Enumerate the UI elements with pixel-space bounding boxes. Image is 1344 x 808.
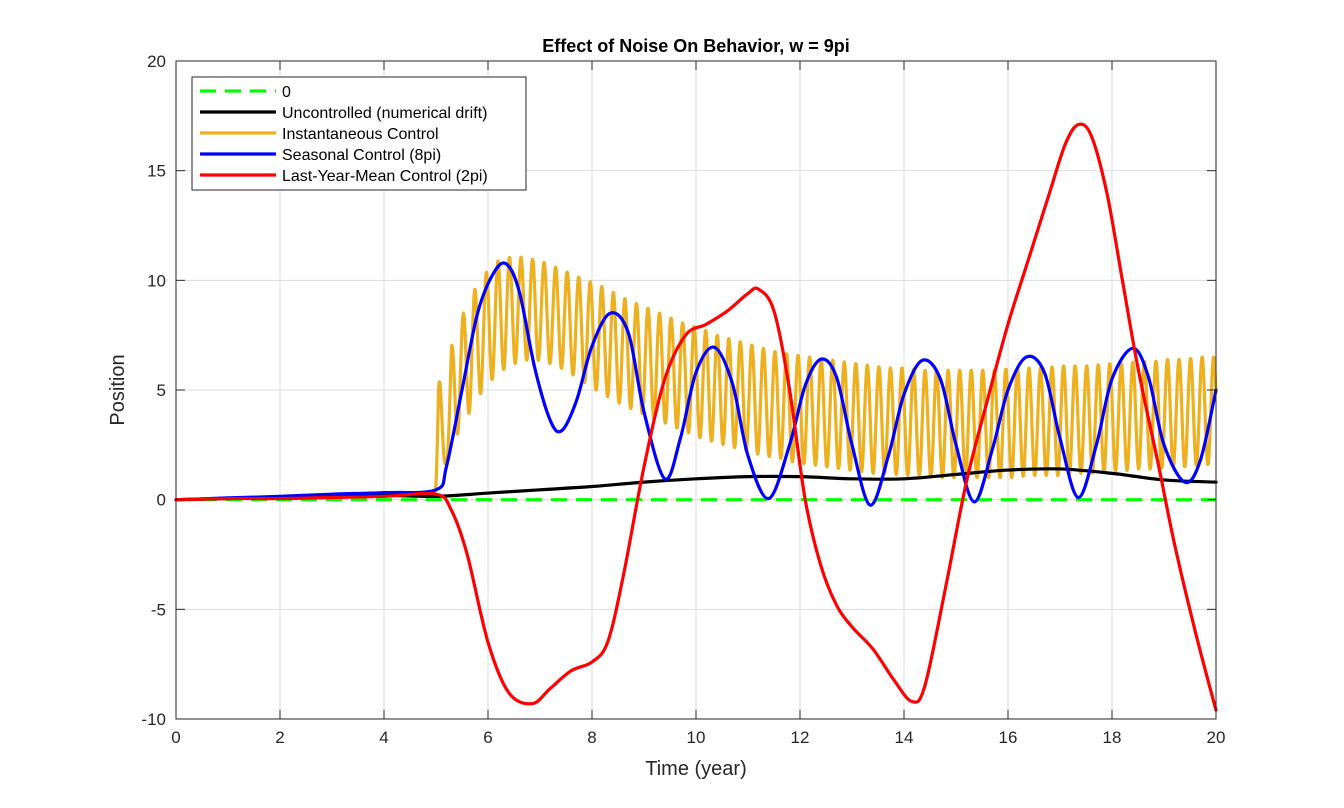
series-layer bbox=[174, 122, 1218, 712]
y-tick-label: 20 bbox=[147, 52, 166, 71]
series-line-3 bbox=[174, 261, 1218, 507]
x-tick-label: 4 bbox=[379, 728, 388, 747]
legend-label: Last-Year-Mean Control (2pi) bbox=[282, 168, 488, 185]
x-tick-label: 16 bbox=[999, 728, 1018, 747]
x-tick-label: 14 bbox=[895, 728, 914, 747]
y-tick-label: 0 bbox=[157, 491, 166, 510]
x-tick-label: 10 bbox=[687, 728, 706, 747]
legend-label: Seasonal Control (8pi) bbox=[282, 147, 441, 164]
chart-title: Effect of Noise On Behavior, w = 9pi bbox=[542, 36, 850, 56]
legend-label: Uncontrolled (numerical drift) bbox=[282, 105, 487, 122]
x-tick-label: 0 bbox=[171, 728, 180, 747]
series-line-2 bbox=[174, 255, 1218, 502]
y-axis-label: Position bbox=[107, 354, 129, 425]
y-tick-label: -5 bbox=[151, 600, 166, 619]
y-tick-label: 15 bbox=[147, 162, 166, 181]
y-tick-label: 10 bbox=[147, 271, 166, 290]
x-tick-label: 2 bbox=[275, 728, 284, 747]
x-tick-label: 12 bbox=[791, 728, 810, 747]
legend: 0 Uncontrolled (numerical drift) Instantan… bbox=[191, 76, 527, 191]
legend-label: 0 bbox=[282, 84, 291, 101]
x-tick-label: 20 bbox=[1207, 728, 1226, 747]
y-tick-label: 5 bbox=[157, 381, 166, 400]
x-tick-label: 6 bbox=[483, 728, 492, 747]
x-axis-label: Time (year) bbox=[645, 758, 746, 780]
series-line-4 bbox=[174, 122, 1218, 712]
axis-ticks: 0 2 4 6 8 10 12 14 16 18 20 -10 -5 0 5 10 15 20 bbox=[141, 52, 1225, 747]
y-tick-label: -10 bbox=[141, 710, 166, 729]
x-tick-label: 18 bbox=[1103, 728, 1122, 747]
x-tick-label: 8 bbox=[587, 728, 596, 747]
legend-label: Instantaneous Control bbox=[282, 126, 439, 143]
